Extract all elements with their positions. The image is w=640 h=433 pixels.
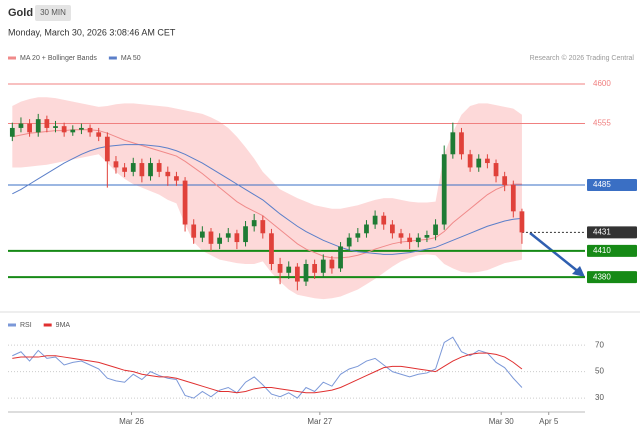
candle-body: [441, 154, 447, 225]
level-label: 4555: [593, 119, 611, 128]
candle-body: [27, 123, 32, 133]
credit: Research © 2026 Trading Central: [530, 54, 635, 62]
candle-body: [312, 264, 318, 273]
candle-body: [174, 176, 179, 181]
projection-arrow: [529, 232, 581, 274]
candle-body: [251, 220, 257, 227]
interval-badge[interactable]: [35, 5, 71, 21]
candle-body: [53, 126, 58, 128]
level-label: 4600: [593, 79, 611, 88]
candle-body: [87, 127, 93, 133]
candle-body: [381, 215, 387, 225]
level-label: 4380: [593, 272, 611, 281]
candle-body: [407, 237, 413, 243]
x-tick-label: Mar 30: [489, 417, 514, 426]
candle-body: [424, 235, 430, 238]
y-tick-label: 50: [595, 367, 604, 376]
level-label: 4410: [593, 246, 611, 255]
candle-body: [9, 127, 15, 137]
candle-body: [182, 180, 188, 225]
level-label: 4485: [593, 180, 611, 189]
candle-body: [165, 171, 171, 177]
candle-body: [433, 224, 438, 236]
candle-body: [122, 167, 127, 172]
candle-body: [18, 123, 24, 128]
candle-body: [286, 266, 292, 273]
level-label-box: [587, 271, 637, 284]
legend-label: 9MA: [56, 322, 71, 329]
series-line: [12, 336, 523, 399]
timestamp: Monday, March 30, 2026 3:08:46 AM CET: [8, 27, 176, 37]
interval[interactable]: 30 MIN: [40, 8, 66, 17]
candle-body: [260, 220, 266, 234]
x-tick-label: Mar 27: [307, 417, 332, 426]
candle-body: [467, 154, 473, 168]
series-line: [12, 144, 522, 255]
candle-body: [277, 264, 283, 273]
candle-body: [96, 132, 102, 137]
candle-body: [294, 266, 300, 282]
candle-body: [459, 132, 464, 155]
candle-body: [476, 158, 482, 168]
level-label-box: [587, 226, 637, 239]
candle-body: [217, 237, 222, 244]
y-tick-label: 70: [595, 340, 604, 349]
candle-body: [493, 163, 499, 177]
candle-body: [269, 233, 274, 265]
candle-body: [130, 163, 136, 172]
candle-body: [320, 259, 326, 273]
legend-label: RSI: [20, 322, 32, 329]
y-tick-label: 30: [595, 393, 604, 402]
candle-body: [519, 211, 525, 233]
series-line: [12, 129, 522, 259]
candle-body: [346, 237, 352, 247]
candle-body: [398, 233, 404, 238]
legend-label: MA 20 + Bollinger Bands: [20, 55, 97, 62]
candle-body: [148, 163, 153, 177]
candle-body: [234, 233, 240, 243]
candle-body: [372, 215, 378, 225]
candle-body: [450, 132, 456, 155]
candle-body: [364, 224, 369, 234]
level-label-box: [587, 179, 637, 191]
bollinger-band: [12, 97, 522, 300]
candle-body: [156, 163, 162, 172]
candle-body: [61, 126, 67, 133]
x-tick-label: Apr 5: [539, 417, 559, 426]
candle-body: [243, 226, 248, 243]
candle-body: [70, 129, 76, 133]
candle-body: [485, 158, 490, 164]
projection-arrowhead: [572, 266, 585, 277]
candle-body: [390, 224, 395, 234]
candle-body: [303, 264, 309, 282]
candle-body: [104, 136, 110, 162]
series-line: [12, 352, 523, 394]
candle-body: [199, 231, 205, 238]
title: Gold: [8, 7, 33, 19]
level-label-box: [587, 244, 637, 257]
candle-body: [44, 119, 50, 128]
candle-body: [329, 259, 335, 269]
candle-body: [208, 231, 214, 244]
legend-label: MA 50: [121, 55, 141, 62]
candle-body: [338, 246, 343, 269]
level-label: 4431: [593, 228, 611, 237]
candle-body: [79, 127, 84, 130]
candle-body: [502, 176, 508, 185]
candle-body: [355, 233, 361, 238]
candle-body: [415, 237, 421, 243]
candle-body: [510, 185, 516, 212]
candle-body: [113, 161, 119, 168]
candle-body: [191, 224, 197, 238]
candle-body: [139, 163, 145, 177]
candle-body: [35, 119, 41, 133]
candle-body: [225, 233, 231, 238]
x-tick-label: Mar 26: [119, 417, 144, 426]
